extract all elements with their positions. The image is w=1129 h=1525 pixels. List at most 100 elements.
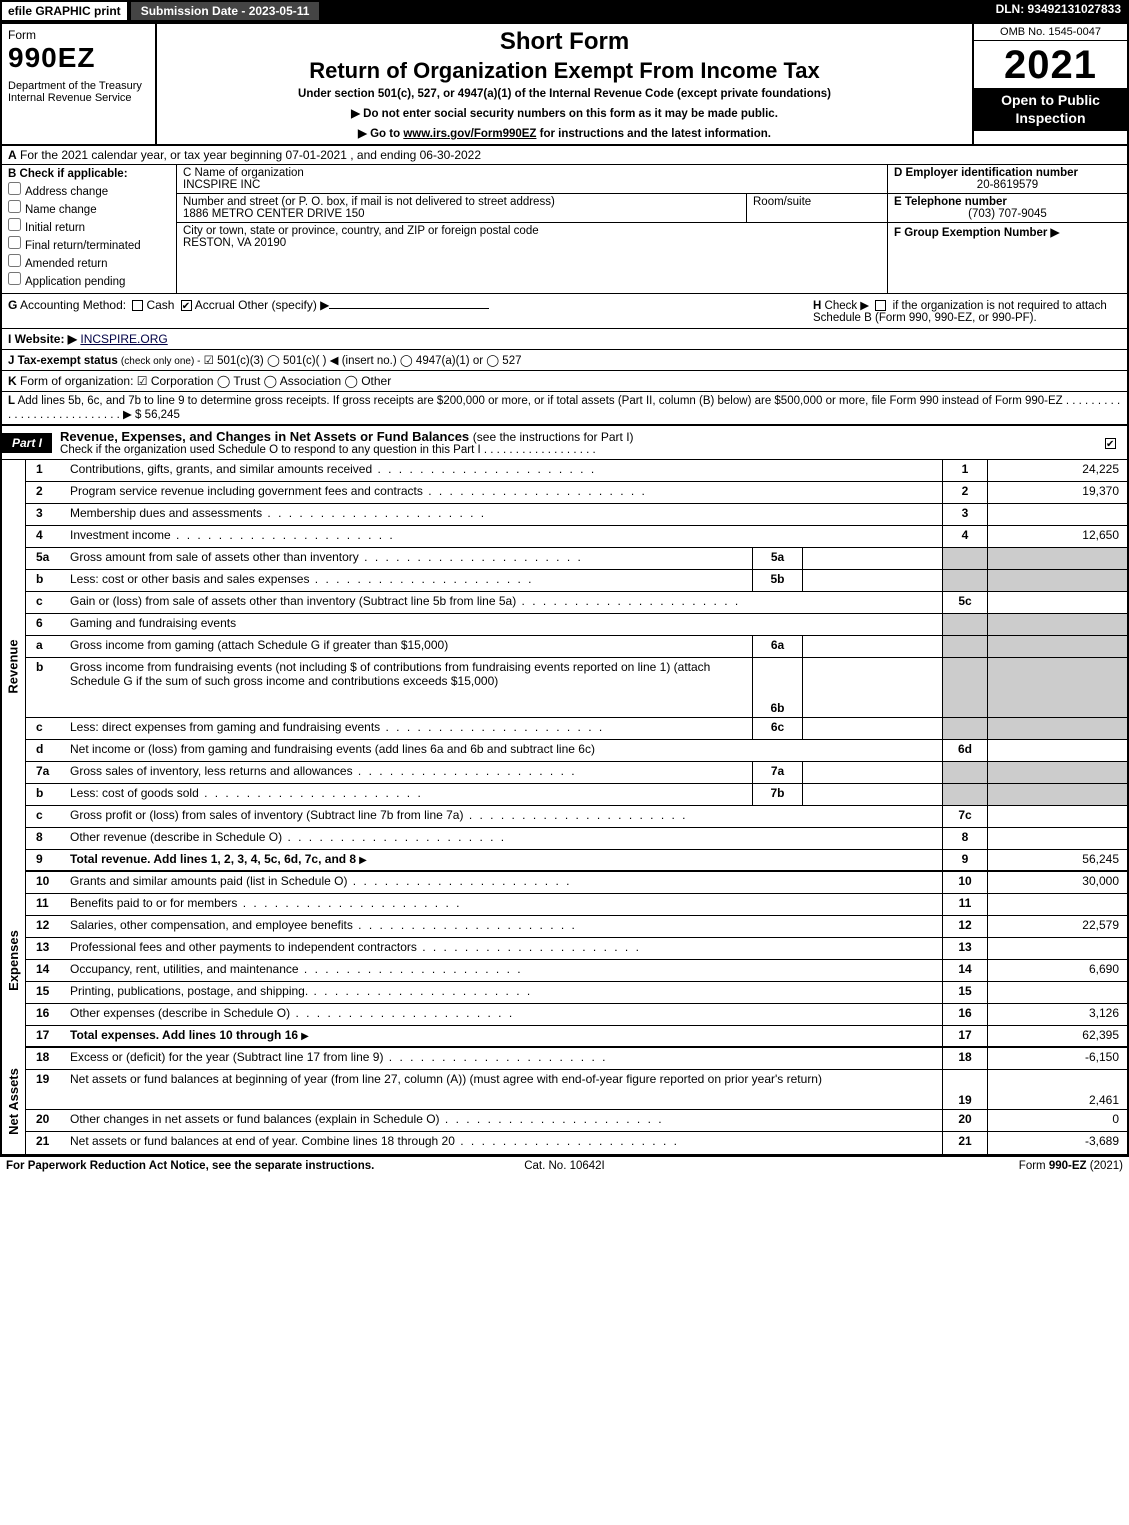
line-6a-num: a bbox=[26, 636, 66, 657]
footer-center: Cat. No. 10642I bbox=[378, 1160, 750, 1172]
line-6d-desc: Net income or (loss) from gaming and fun… bbox=[66, 740, 942, 761]
row-k: K Form of organization: ☑ Corporation ◯ … bbox=[2, 371, 1127, 392]
short-form-label: Short Form bbox=[165, 28, 964, 56]
line-7a: 7a Gross sales of inventory, less return… bbox=[26, 762, 1127, 784]
row-k-opts: ☑ Corporation ◯ Trust ◯ Association ◯ Ot… bbox=[137, 374, 391, 388]
chk-final-return-box[interactable] bbox=[8, 236, 21, 249]
row-h-text1: Check ▶ bbox=[825, 300, 870, 312]
tax-year: 2021 bbox=[974, 41, 1127, 88]
line-5b-subval bbox=[802, 570, 942, 591]
line-11-num: 11 bbox=[26, 894, 66, 915]
line-16-num: 16 bbox=[26, 1004, 66, 1025]
line-2-val: 19,370 bbox=[987, 482, 1127, 503]
line-6a-subval bbox=[802, 636, 942, 657]
netassets-lines: 18 Excess or (deficit) for the year (Sub… bbox=[26, 1048, 1127, 1154]
line-7a-num: 7a bbox=[26, 762, 66, 783]
col-c-name-block: C Name of organization INCSPIRE INC bbox=[177, 165, 887, 194]
line-10: 10 Grants and similar amounts paid (list… bbox=[26, 872, 1127, 894]
line-7b-subval bbox=[802, 784, 942, 805]
chk-name-change[interactable]: Name change bbox=[8, 200, 170, 216]
col-e-label: E Telephone number bbox=[894, 196, 1007, 208]
website-link[interactable]: INCSPIRE.ORG bbox=[80, 332, 167, 346]
room-suite-label: Room/suite bbox=[747, 194, 887, 222]
line-6d-code: 6d bbox=[942, 740, 987, 761]
part1-tab: Part I bbox=[2, 433, 52, 453]
org-city: RESTON, VA 20190 bbox=[183, 237, 881, 249]
chk-cash[interactable] bbox=[132, 300, 143, 311]
line-4: 4 Investment income 4 12,650 bbox=[26, 526, 1127, 548]
chk-amended-return-box[interactable] bbox=[8, 254, 21, 267]
row-i: I Website: ▶ INCSPIRE.ORG bbox=[2, 329, 1127, 350]
chk-initial-return[interactable]: Initial return bbox=[8, 218, 170, 234]
line-3: 3 Membership dues and assessments 3 bbox=[26, 504, 1127, 526]
line-13-desc: Professional fees and other payments to … bbox=[66, 938, 942, 959]
line-6a-desc: Gross income from gaming (attach Schedul… bbox=[66, 636, 752, 657]
line-1-val: 24,225 bbox=[987, 460, 1127, 481]
form-number: 990EZ bbox=[8, 42, 149, 74]
irs-link[interactable]: www.irs.gov/Form990EZ bbox=[403, 128, 536, 140]
chk-address-change[interactable]: Address change bbox=[8, 182, 170, 198]
chk-amended-return[interactable]: Amended return bbox=[8, 254, 170, 270]
line-6b-desc: Gross income from fundraising events (no… bbox=[66, 658, 752, 717]
line-6b: b Gross income from fundraising events (… bbox=[26, 658, 1127, 718]
line-12-val: 22,579 bbox=[987, 916, 1127, 937]
line-6-code-shaded bbox=[942, 614, 987, 635]
other-specify-line[interactable] bbox=[329, 308, 489, 309]
chk-schedule-b[interactable] bbox=[875, 300, 886, 311]
row-g: G Accounting Method: Cash Accrual Other … bbox=[2, 294, 807, 328]
form-subtitle: Under section 501(c), 527, or 4947(a)(1)… bbox=[165, 88, 964, 100]
row-a: A For the 2021 calendar year, or tax yea… bbox=[2, 146, 1127, 165]
line-20-num: 20 bbox=[26, 1110, 66, 1131]
footer-right-bold: 990-EZ bbox=[1049, 1160, 1087, 1172]
chk-application-pending-box[interactable] bbox=[8, 272, 21, 285]
chk-application-pending[interactable]: Application pending bbox=[8, 272, 170, 288]
part1-check bbox=[1102, 436, 1127, 450]
chk-address-change-box[interactable] bbox=[8, 182, 21, 195]
line-7c-val bbox=[987, 806, 1127, 827]
phone-value: (703) 707-9045 bbox=[894, 208, 1121, 220]
line-3-desc: Membership dues and assessments bbox=[66, 504, 942, 525]
chk-initial-return-box[interactable] bbox=[8, 218, 21, 231]
line-19-num: 19 bbox=[26, 1070, 66, 1109]
line-12: 12 Salaries, other compensation, and emp… bbox=[26, 916, 1127, 938]
line-6d: d Net income or (loss) from gaming and f… bbox=[26, 740, 1127, 762]
other-label: Other (specify) ▶ bbox=[238, 298, 329, 312]
chk-name-change-box[interactable] bbox=[8, 200, 21, 213]
line-9-desc-wrap: Total revenue. Add lines 1, 2, 3, 4, 5c,… bbox=[66, 850, 942, 870]
line-5c-val bbox=[987, 592, 1127, 613]
col-c-addr-label: Number and street (or P. O. box, if mail… bbox=[183, 196, 740, 208]
line-5a: 5a Gross amount from sale of assets othe… bbox=[26, 548, 1127, 570]
netassets-side-label: Net Assets bbox=[2, 1048, 26, 1154]
chk-name-change-label: Name change bbox=[25, 204, 97, 216]
submission-date-label: Submission Date - 2023-05-11 bbox=[129, 0, 322, 22]
chk-final-return[interactable]: Final return/terminated bbox=[8, 236, 170, 252]
cash-label: Cash bbox=[146, 298, 174, 312]
chk-accrual[interactable] bbox=[181, 300, 192, 311]
line-18: 18 Excess or (deficit) for the year (Sub… bbox=[26, 1048, 1127, 1070]
col-f-label: F Group Exemption Number ▶ bbox=[894, 227, 1059, 239]
col-b-hdr: Check if applicable: bbox=[20, 168, 128, 180]
line-15-desc: Printing, publications, postage, and shi… bbox=[66, 982, 942, 1003]
row-l-val: 56,245 bbox=[145, 409, 180, 421]
line-20-val: 0 bbox=[987, 1110, 1127, 1131]
chk-schedule-o[interactable] bbox=[1105, 438, 1116, 449]
line-6a-val-shaded bbox=[987, 636, 1127, 657]
line-19-val: 2,461 bbox=[987, 1070, 1127, 1109]
line-13-num: 13 bbox=[26, 938, 66, 959]
line-18-val: -6,150 bbox=[987, 1048, 1127, 1069]
line-3-num: 3 bbox=[26, 504, 66, 525]
line-17-num: 17 bbox=[26, 1026, 66, 1046]
netassets-section: Net Assets 18 Excess or (deficit) for th… bbox=[2, 1048, 1127, 1154]
row-l-label: L bbox=[8, 395, 15, 407]
arrow-icon bbox=[298, 1028, 312, 1042]
line-8-code: 8 bbox=[942, 828, 987, 849]
efile-print-label[interactable]: efile GRAPHIC print bbox=[0, 0, 129, 22]
line-15-code: 15 bbox=[942, 982, 987, 1003]
line-7a-val-shaded bbox=[987, 762, 1127, 783]
chk-initial-return-label: Initial return bbox=[25, 222, 85, 234]
line-5a-subval bbox=[802, 548, 942, 569]
header-left: Form 990EZ Department of the Treasury In… bbox=[2, 24, 157, 144]
line-21: 21 Net assets or fund balances at end of… bbox=[26, 1132, 1127, 1154]
line-6c: c Less: direct expenses from gaming and … bbox=[26, 718, 1127, 740]
row-g-text: Accounting Method: bbox=[20, 298, 126, 312]
